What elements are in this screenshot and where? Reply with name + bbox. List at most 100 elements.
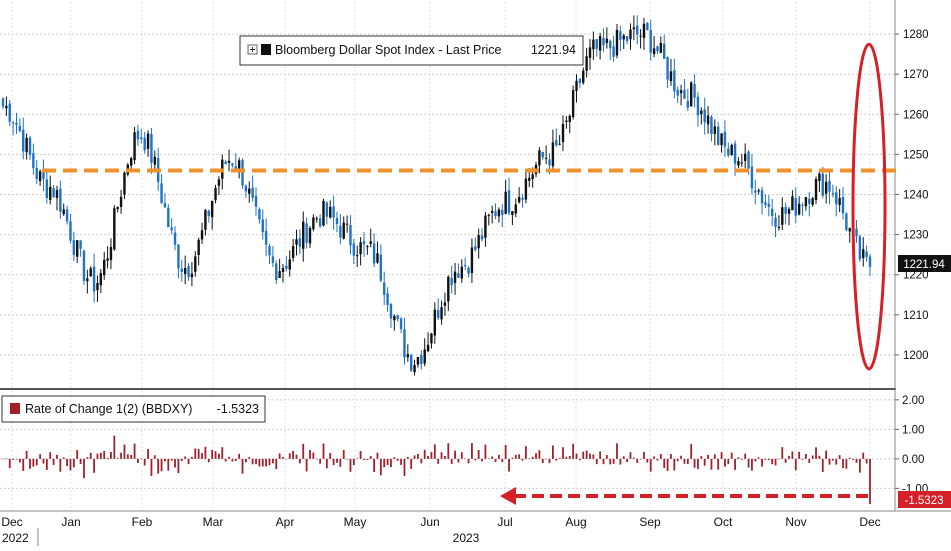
roc-bar	[835, 458, 838, 465]
candle-body	[109, 246, 113, 261]
candle-body	[656, 46, 659, 52]
roc-bar	[194, 448, 197, 459]
x-year-label: 2023	[453, 531, 480, 545]
roc-bar	[22, 458, 25, 471]
roc-bar	[794, 458, 797, 471]
candle-body	[413, 365, 416, 373]
candle-body	[528, 177, 531, 181]
candle-body	[298, 238, 302, 247]
candle-body	[261, 219, 264, 233]
roc-bar	[460, 452, 463, 459]
candle-body	[295, 239, 298, 245]
x-month-label: Oct	[714, 515, 733, 529]
candle-body	[636, 25, 639, 35]
candle-body	[743, 153, 747, 161]
candle-body	[129, 158, 133, 166]
candle-body	[578, 78, 582, 84]
candle-body	[480, 235, 484, 240]
roc-bar	[248, 457, 251, 459]
candle-body	[652, 48, 656, 55]
candle-body	[862, 249, 865, 259]
candle-body	[440, 307, 443, 320]
candle-body	[305, 223, 308, 243]
roc-bar	[545, 458, 548, 460]
roc-bar	[602, 458, 605, 465]
roc-bar	[298, 458, 301, 464]
roc-bar	[659, 453, 662, 459]
roc-bar	[727, 458, 730, 465]
roc-bar	[332, 458, 335, 466]
roc-bar	[575, 453, 578, 459]
roc-bar	[285, 458, 288, 460]
roc-bar	[25, 450, 28, 459]
roc-bar	[234, 458, 237, 461]
candle-body	[18, 125, 22, 131]
price-tick-label: 1260	[903, 109, 929, 121]
roc-bar	[798, 451, 801, 459]
roc-bar	[39, 454, 42, 459]
roc-bar	[639, 458, 642, 460]
roc-bar	[79, 458, 82, 465]
candle-body	[393, 315, 396, 321]
roc-bar	[565, 456, 568, 459]
roc-bar	[710, 458, 713, 470]
price-tick-label: 1250	[903, 149, 929, 161]
roc-arrow-annotation	[500, 487, 868, 505]
candle-body	[281, 268, 285, 272]
roc-bar	[514, 454, 517, 459]
roc-bar	[86, 457, 89, 459]
candle-body	[794, 197, 797, 216]
candle-body	[541, 151, 544, 158]
candle-body	[52, 188, 55, 198]
roc-bar	[713, 454, 716, 459]
candle-body	[609, 40, 612, 49]
roc-bar	[504, 445, 507, 459]
roc-bar	[319, 458, 322, 464]
candle-body	[737, 161, 740, 166]
last-price-tag-box	[898, 255, 951, 272]
candle-body	[291, 246, 295, 258]
roc-bar	[865, 458, 868, 464]
candle-body	[716, 126, 720, 145]
roc-bar	[653, 456, 655, 459]
candle-body	[696, 96, 700, 116]
roc-bar	[808, 458, 811, 463]
roc-bar	[511, 457, 514, 459]
candle-body	[116, 207, 119, 210]
roc-bar	[255, 458, 257, 465]
roc-bar	[747, 458, 750, 468]
candle-body	[258, 208, 261, 220]
candle-body	[254, 195, 258, 207]
roc-bar	[693, 458, 696, 468]
candle-body	[659, 42, 663, 54]
roc-bar	[815, 447, 817, 459]
roc-bar	[686, 458, 689, 465]
candle-body	[474, 246, 477, 250]
candle-body	[848, 228, 851, 232]
candle-body	[335, 218, 339, 225]
candle-body	[555, 140, 558, 146]
candle-body	[173, 232, 177, 245]
candle-body	[443, 302, 447, 306]
roc-bar	[788, 455, 790, 459]
roc-bar	[754, 458, 757, 462]
candle-body	[592, 39, 595, 50]
roc-bar	[288, 453, 291, 459]
roc-bar	[191, 456, 193, 459]
roc-bar	[845, 458, 848, 469]
roc-bar	[116, 458, 119, 459]
candle-body	[143, 137, 146, 151]
candle-body	[224, 161, 227, 165]
candle-body	[673, 70, 676, 92]
roc-bar	[278, 453, 281, 459]
roc-bar	[180, 458, 183, 462]
roc-bar	[524, 446, 527, 459]
last-price-tag-text: 1221.94	[903, 259, 945, 271]
candle-body	[55, 190, 59, 198]
price-tick-label: 1280	[903, 29, 929, 41]
roc-bar	[831, 458, 834, 461]
roc-bar	[110, 452, 112, 459]
candle-body	[764, 202, 767, 205]
candle-body	[1, 98, 5, 107]
candle-body	[113, 208, 116, 250]
